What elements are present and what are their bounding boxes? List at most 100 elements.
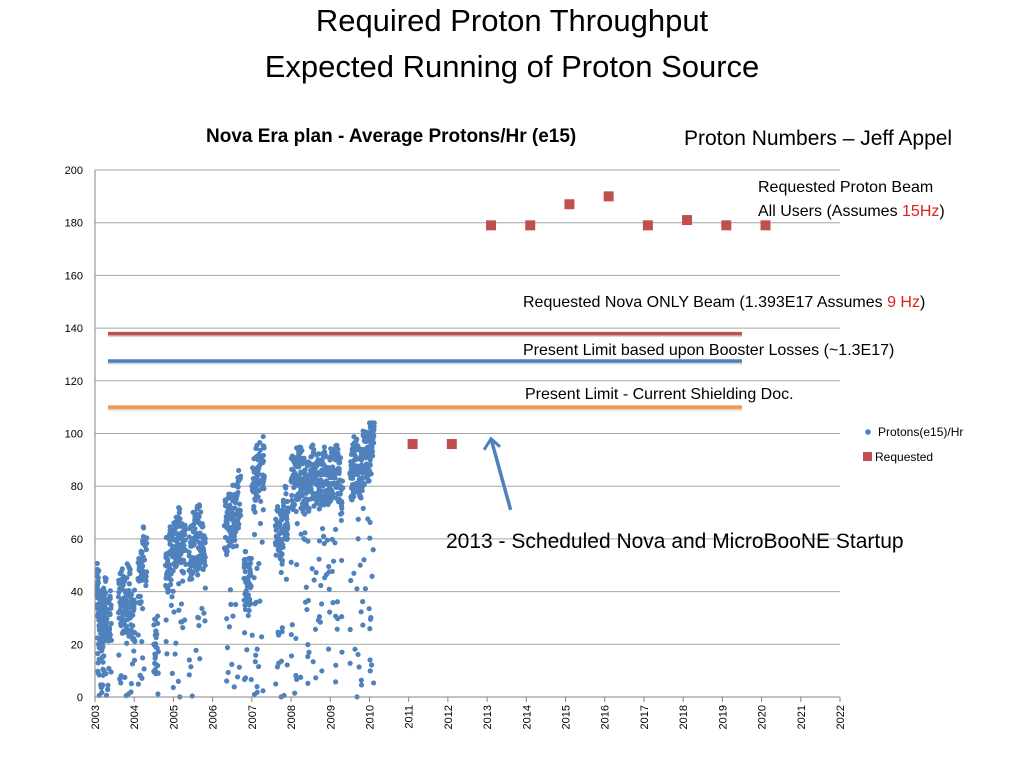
y-tick-label: 100 — [65, 429, 83, 441]
data-point-protons — [304, 463, 311, 469]
data-point-protons — [360, 599, 366, 605]
data-point-protons — [360, 480, 366, 486]
data-point-protons — [339, 505, 345, 511]
data-point-protons — [308, 444, 315, 450]
annotation-nova-only: Requested Nova ONLY Beam (1.393E17 Assum… — [523, 294, 926, 311]
y-tick-label: 180 — [65, 218, 83, 230]
data-point-protons — [180, 578, 186, 584]
data-point-protons — [362, 586, 368, 592]
data-point-protons — [142, 543, 148, 549]
data-point-protons — [236, 501, 243, 507]
data-point-protons — [351, 570, 357, 576]
data-point-protons — [276, 531, 283, 537]
data-point-protons — [135, 632, 141, 638]
data-point-protons — [245, 583, 251, 589]
data-point-protons — [246, 602, 252, 608]
data-point-protons — [253, 470, 259, 476]
data-point-protons — [233, 496, 239, 502]
data-point-protons — [229, 661, 235, 667]
data-point-protons — [367, 657, 373, 663]
data-point-protons — [358, 495, 364, 501]
data-point-protons — [317, 488, 323, 494]
data-point-protons — [321, 502, 327, 508]
series-protons — [94, 420, 377, 700]
data-point-protons — [309, 566, 315, 572]
y-tick-label: 120 — [65, 376, 83, 388]
data-point-protons — [198, 509, 204, 515]
data-point-requested — [760, 220, 771, 231]
data-point-protons — [128, 599, 134, 605]
data-point-protons — [370, 547, 376, 553]
data-point-protons — [182, 527, 188, 533]
data-point-protons — [329, 568, 335, 575]
data-point-protons — [248, 676, 254, 683]
data-point-protons — [245, 597, 251, 603]
data-point-protons — [367, 626, 373, 632]
data-point-protons — [155, 613, 161, 619]
data-point-protons — [347, 626, 353, 633]
data-point-protons — [333, 679, 339, 685]
data-point-protons — [358, 682, 365, 688]
x-tick-label: 2007 — [247, 705, 259, 729]
data-point-protons — [361, 557, 367, 563]
data-point-protons — [170, 544, 177, 550]
data-point-protons — [106, 665, 112, 672]
data-point-protons — [180, 537, 186, 543]
data-point-protons — [300, 483, 306, 489]
data-point-protons — [316, 614, 323, 620]
data-point-protons — [369, 573, 375, 579]
data-point-protons — [324, 537, 330, 543]
data-point-protons — [255, 494, 261, 500]
data-point-protons — [277, 553, 283, 559]
data-point-protons — [313, 675, 319, 681]
data-point-protons — [241, 575, 247, 582]
data-point-protons — [330, 600, 336, 606]
legend-label-requested: Requested — [875, 450, 933, 464]
data-point-protons — [355, 516, 361, 522]
data-point-protons — [106, 625, 113, 631]
data-point-protons — [352, 646, 358, 652]
data-point-protons — [258, 498, 264, 504]
data-point-protons — [336, 468, 342, 475]
data-point-protons — [304, 498, 310, 504]
data-point-protons — [234, 483, 241, 489]
data-point-protons — [363, 463, 369, 469]
data-point-protons — [347, 660, 353, 666]
data-point-protons — [257, 520, 264, 527]
data-point-protons — [273, 542, 279, 548]
data-point-protons — [284, 662, 290, 668]
data-point-protons — [338, 498, 345, 505]
data-point-protons — [350, 494, 357, 500]
data-point-protons — [340, 485, 346, 491]
annotation-shielding-limit: Present Limit - Current Shielding Doc. — [525, 386, 794, 403]
data-point-protons — [314, 500, 320, 506]
data-point-protons — [260, 507, 266, 513]
data-point-protons — [235, 489, 241, 496]
data-point-protons — [192, 526, 198, 532]
data-point-protons — [123, 624, 130, 630]
data-point-protons — [108, 620, 114, 627]
data-point-protons — [226, 624, 232, 630]
data-point-protons — [233, 601, 239, 608]
data-point-protons — [117, 675, 123, 681]
slide-title-line-2: Expected Running of Proton Source — [264, 49, 760, 84]
data-point-protons — [259, 634, 265, 640]
data-point-protons — [369, 449, 376, 455]
data-point-protons — [255, 663, 262, 670]
data-point-protons — [179, 619, 185, 625]
data-point-protons — [123, 589, 129, 595]
data-point-protons — [103, 621, 109, 627]
data-point-protons — [190, 536, 196, 542]
data-point-protons — [103, 590, 109, 596]
data-point-protons — [359, 475, 366, 482]
data-point-protons — [225, 515, 231, 521]
data-point-protons — [319, 668, 325, 674]
arrow-head — [482, 436, 502, 451]
data-point-protons — [327, 609, 333, 615]
data-point-protons — [126, 565, 132, 571]
data-point-protons — [102, 602, 108, 608]
legend-marker-requested — [863, 452, 872, 461]
data-point-protons — [180, 625, 186, 631]
data-point-protons — [173, 564, 179, 570]
data-point-protons — [303, 584, 309, 590]
